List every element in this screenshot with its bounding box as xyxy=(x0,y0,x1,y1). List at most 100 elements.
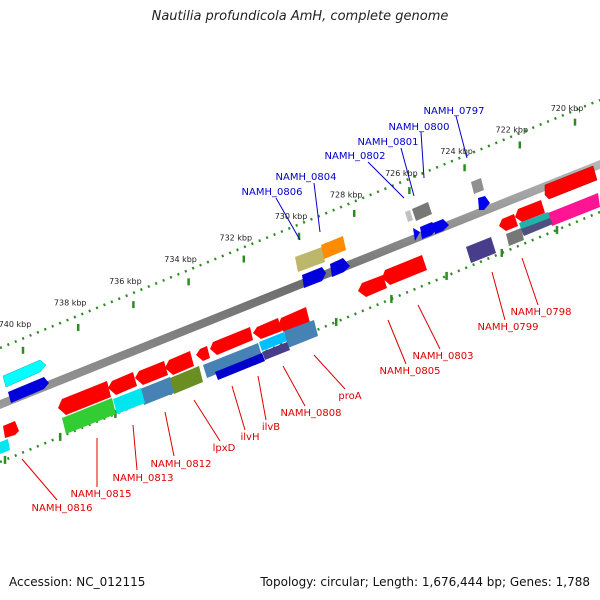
genome-info-label: Topology: circular; Length: 1,676,444 bp… xyxy=(260,575,590,589)
tick-label-740: 740 kbp xyxy=(0,320,31,329)
accession-label: Accession: NC_012115 xyxy=(9,575,146,589)
forward-strand-features xyxy=(2,178,490,403)
gene-arrow xyxy=(548,193,600,226)
gene-arrow xyxy=(544,165,598,200)
reverse-strand-features xyxy=(0,165,600,454)
callout-line-namh-0816 xyxy=(21,458,58,501)
tick-label-728: 728 kbp xyxy=(330,190,363,199)
gene-arrow xyxy=(262,342,290,360)
tick-label-736: 736 kbp xyxy=(109,277,142,286)
callout-line-ilvb xyxy=(257,375,267,421)
callout-line-lpxd xyxy=(193,399,221,442)
tick-label-732: 732 kbp xyxy=(219,234,252,243)
gene-arrow xyxy=(8,377,49,403)
gene-arrow xyxy=(506,228,524,246)
callout-line-ilvh xyxy=(231,385,246,431)
tick-label-726: 726 kbp xyxy=(385,169,418,178)
gene-arrow xyxy=(2,359,47,388)
callout-line-namh-0800 xyxy=(420,131,425,179)
gene-label-namh-0815[interactable]: NAMH_0815 xyxy=(71,489,132,500)
gene-label-namh-0804[interactable]: NAMH_0804 xyxy=(276,172,337,183)
tick-label-734: 734 kbp xyxy=(164,255,197,264)
gene-arrow xyxy=(203,343,262,378)
callout-line-namh-0799 xyxy=(491,271,506,321)
gene-label-namh-0816[interactable]: NAMH_0816 xyxy=(32,503,93,514)
callout-line-namh-0802 xyxy=(367,161,405,199)
callout-line-namh-0806 xyxy=(275,197,301,241)
gene-arrow xyxy=(58,381,111,415)
ruler-tick-labels: 720 kbp 722 kbp 724 kbp 726 kbp 728 kbp 730 k… xyxy=(0,104,584,329)
gene-arrow xyxy=(170,366,203,394)
gene-arrow xyxy=(259,332,287,351)
callout-line-namh-0803 xyxy=(417,304,441,350)
gene-label-namh-0801[interactable]: NAMH_0801 xyxy=(358,137,419,148)
callout-line-namh-0801 xyxy=(400,147,415,197)
callout-line-namh-0805 xyxy=(387,319,407,365)
gene-arrow xyxy=(196,346,210,361)
genome-backbone xyxy=(0,160,600,409)
gene-label-namh-0799[interactable]: NAMH_0799 xyxy=(478,322,539,333)
gene-label-namh-0813[interactable]: NAMH_0813 xyxy=(113,473,174,484)
gene-label-namh-0802[interactable]: NAMH_0802 xyxy=(325,151,386,162)
gene-arrow xyxy=(413,228,420,241)
gene-arrow xyxy=(113,388,145,414)
callout-line-namh-0797 xyxy=(455,115,468,159)
gene-label-namh-0803[interactable]: NAMH_0803 xyxy=(413,351,474,362)
gene-arrow xyxy=(278,307,310,333)
gene-arrow xyxy=(478,196,490,210)
gene-arrow xyxy=(412,202,432,221)
gene-arrow xyxy=(433,219,449,234)
gene-arrow xyxy=(466,237,496,263)
gene-arrow xyxy=(321,236,346,259)
gene-arrow xyxy=(302,267,326,288)
gene-arrow xyxy=(210,327,253,355)
gene-label-ilvb[interactable]: ilvB xyxy=(262,422,280,433)
gene-arrow xyxy=(62,398,116,434)
gene-arrow xyxy=(284,320,318,348)
gene-arrow xyxy=(3,421,19,438)
reverse-gene-labels: NAMH_0798 NAMH_0799 NAMH_0803 NAMH_0805 proA… xyxy=(32,307,572,514)
gene-arrow xyxy=(295,247,325,272)
label-callouts xyxy=(21,115,539,501)
gene-label-namh-0812[interactable]: NAMH_0812 xyxy=(151,459,212,470)
tick-label-730: 730 kbp xyxy=(275,212,308,221)
gene-arrow xyxy=(330,258,350,277)
callout-line-namh-0808 xyxy=(282,365,306,407)
gene-arrow xyxy=(358,275,387,297)
gene-label-namh-0808[interactable]: NAMH_0808 xyxy=(281,408,342,419)
gene-arrow xyxy=(405,210,413,222)
gene-label-namh-0800[interactable]: NAMH_0800 xyxy=(389,122,450,133)
gene-arrow xyxy=(140,377,174,405)
map-title: Nautilia profundicola AmH, complete geno… xyxy=(151,9,449,24)
callout-line-proa xyxy=(313,354,346,390)
tick-label-724: 724 kbp xyxy=(440,147,473,156)
gene-label-namh-0806[interactable]: NAMH_0806 xyxy=(242,187,303,198)
tick-label-722: 722 kbp xyxy=(495,126,528,135)
gene-label-proa[interactable]: proA xyxy=(338,391,361,402)
gene-arrow xyxy=(499,214,518,231)
forward-gene-labels: NAMH_0797 NAMH_0800 NAMH_0801 NAMH_0802 NAMH… xyxy=(242,106,485,198)
gene-label-namh-0797[interactable]: NAMH_0797 xyxy=(424,106,485,117)
gene-arrow xyxy=(165,351,194,375)
gene-arrow xyxy=(521,218,553,236)
callout-line-namh-0812 xyxy=(164,411,175,457)
gene-label-namh-0798[interactable]: NAMH_0798 xyxy=(511,307,572,318)
gene-label-lpxd[interactable]: lpxD xyxy=(213,443,236,454)
gene-arrow xyxy=(471,178,484,194)
gene-arrow xyxy=(108,372,137,395)
callout-line-namh-0798 xyxy=(521,257,539,306)
gene-label-ilvh[interactable]: ilvH xyxy=(241,432,260,443)
gene-arrow xyxy=(253,318,282,339)
gene-arrow xyxy=(0,439,10,454)
gene-arrow xyxy=(135,361,168,385)
callout-line-namh-0804 xyxy=(313,182,321,233)
gene-arrow xyxy=(515,200,545,222)
tick-label-738: 738 kbp xyxy=(54,298,87,307)
gene-arrow xyxy=(420,222,437,239)
tick-label-720: 720 kbp xyxy=(551,104,584,113)
callout-line-namh-0813 xyxy=(132,424,138,471)
gene-arrow xyxy=(215,353,265,380)
gene-arrow xyxy=(382,255,427,285)
gene-label-namh-0805[interactable]: NAMH_0805 xyxy=(380,366,441,377)
